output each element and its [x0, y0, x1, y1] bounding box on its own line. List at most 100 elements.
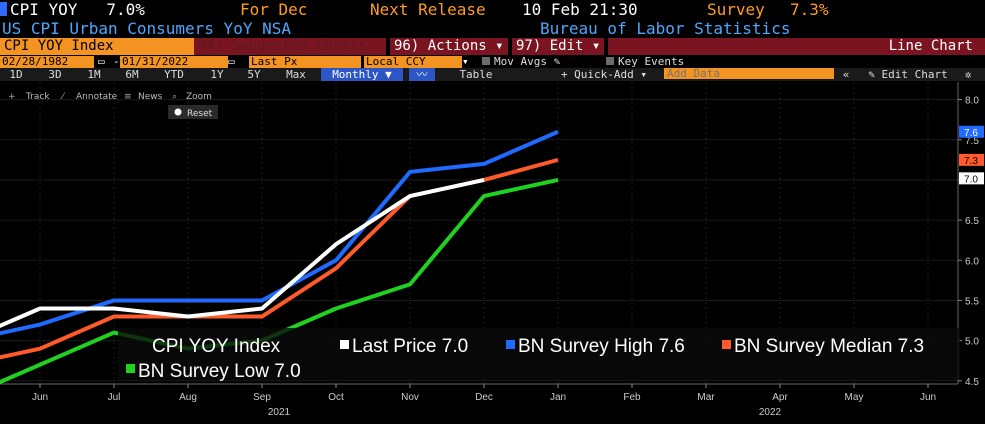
magnifier-icon: ⌕ [172, 92, 177, 102]
periodicity-select[interactable]: Monthly ▼ [321, 68, 403, 81]
last-value-badge [959, 172, 984, 185]
x-tick-label: Nov [401, 392, 419, 403]
x-tick-label: Apr [772, 392, 788, 403]
suggested-charts-label: 94) Suggested Charts [198, 38, 367, 54]
chevron-down-icon: ▾ [591, 38, 601, 54]
calendar-icon[interactable]: ▭ [98, 55, 105, 68]
y-tick-label: 4.5 [965, 377, 979, 388]
legend: CPI YOY Index Last Price 7.0 BN Survey H… [118, 328, 960, 382]
mov-avgs-checkbox[interactable]: Mov Avgs ✎ [482, 56, 560, 68]
quick-add-label: + Quick-Add [560, 68, 634, 81]
legend-item-survey-high[interactable]: BN Survey High 7.6 [506, 336, 685, 357]
currency-value: Local CCY [366, 55, 426, 68]
last-value-label: 7.0 [964, 174, 978, 185]
add-data-input[interactable] [664, 68, 834, 79]
date-separator: - [113, 55, 120, 68]
range-1y[interactable]: 1Y [210, 68, 224, 81]
chart-type-label: Line Chart [888, 38, 973, 54]
key-events-checkbox[interactable]: Key Events [606, 56, 684, 68]
survey-label: Survey [707, 0, 765, 19]
range-1d[interactable]: 1D [9, 68, 23, 81]
description: US CPI Urban Consumers YoY NSA [2, 19, 291, 38]
y-tick-label: 7.5 [965, 136, 979, 147]
gear-icon[interactable]: ✲ [964, 68, 972, 81]
y-tick-label: 6.5 [965, 216, 979, 227]
pencil-icon: ✎ [553, 55, 561, 68]
range-3d[interactable]: 3D [48, 68, 62, 81]
actions-label: 96) Actions [394, 38, 487, 54]
x-tick-label: Feb [623, 392, 641, 403]
chevron-down-icon: ▾ [495, 38, 504, 54]
legend-swatch [722, 340, 731, 349]
reset-button[interactable]: Reset [168, 105, 218, 119]
chart-tools: + Track ⁄ Annotate ≡ News ⌕ Zoom Reset [8, 92, 218, 119]
legend-label: BN Survey Low 7.0 [138, 361, 301, 382]
zoom-tool[interactable]: ⌕ Zoom [172, 92, 212, 102]
table-button[interactable]: Table [459, 68, 493, 81]
quick-add-button[interactable]: + Quick-Add ▾ [560, 68, 648, 81]
mov-avgs-label: Mov Avgs [494, 55, 547, 68]
reset-icon [174, 108, 182, 116]
next-release-value: 10 Feb 21:30 [522, 0, 638, 19]
annotate-tool[interactable]: ⁄ Annotate [60, 92, 118, 102]
range-6m[interactable]: 6M [125, 68, 139, 81]
series-line-last-price [0, 178, 485, 329]
legend-item-survey-median[interactable]: BN Survey Median 7.3 [722, 336, 924, 357]
zoom-label: Zoom [186, 92, 212, 102]
last-value-label: 7.3 [964, 156, 978, 167]
field-select[interactable]: Last Px [249, 56, 361, 68]
crosshair-icon: + [8, 92, 16, 102]
news-icon: ≡ [124, 92, 132, 102]
legend-label: BN Survey High 7.6 [518, 336, 685, 357]
track-tool[interactable]: + Track [8, 92, 50, 102]
x-tick-label: May [845, 392, 864, 403]
field-value: Last Px [251, 55, 298, 68]
suggested-charts-button[interactable]: 94) Suggested Charts [194, 38, 386, 55]
range-toolbar: 1D 3D 1M 6M YTD 1Y 5Y Max Monthly ▼ 〰 Ta… [0, 68, 985, 81]
x-tick-label: Dec [475, 392, 493, 403]
y-axis: 4.5 5.0 5.5 6.0 6.5 7.0 7.5 8.0 [958, 96, 979, 388]
x-tick-label: Oct [328, 392, 344, 403]
range-5y[interactable]: 5Y [247, 68, 261, 81]
start-date-field[interactable]: 02/28/1982 [0, 56, 94, 68]
start-date-value: 02/28/1982 [2, 55, 69, 68]
toolbar: CPI YOY Index 94) Suggested Charts 96) A… [0, 38, 985, 55]
legend-swatch [506, 340, 515, 349]
legend-item-last-price[interactable]: Last Price 7.0 [340, 336, 468, 357]
legend-swatch [340, 340, 349, 349]
reset-bg [168, 105, 218, 119]
actions-button[interactable]: 96) Actions ▾ [390, 38, 508, 55]
legend-label: Last Price 7.0 [352, 336, 468, 357]
end-date-field[interactable]: 01/31/2022 [120, 56, 228, 68]
range-max[interactable]: Max [286, 68, 306, 81]
legend-item-survey-low[interactable]: BN Survey Low 7.0 [126, 361, 301, 382]
legend-label: BN Survey Median 7.3 [734, 336, 924, 357]
x-year-label: 2022 [759, 407, 782, 418]
security-label: CPI YOY Index [4, 38, 114, 54]
range-1m[interactable]: 1M [87, 68, 101, 81]
x-tick-label: Jun [920, 392, 936, 403]
range-ytd[interactable]: YTD [164, 68, 184, 81]
ticker-marker [0, 2, 7, 16]
x-tick-label: Sep [253, 392, 271, 403]
x-tick-label: Mar [697, 392, 715, 403]
end-date-value: 01/31/2022 [122, 55, 189, 68]
line-chart[interactable]: 4.5 5.0 5.5 6.0 6.5 7.0 7.5 8.0 Jun Jul Aug Sep Oct… [0, 82, 985, 424]
edit-button[interactable]: 97) Edit ▾ [512, 38, 604, 55]
x-tick-label: Aug [179, 392, 197, 403]
security-field[interactable]: CPI YOY Index [0, 38, 194, 55]
calendar-icon[interactable]: ▭ [228, 55, 235, 68]
chart-type-button[interactable]: Line Chart [608, 38, 985, 55]
chevron-down-icon[interactable]: ▾ [462, 55, 469, 68]
collapse-icon[interactable]: « [842, 68, 850, 81]
news-tool[interactable]: ≡ News [124, 92, 163, 102]
x-tick-label: Jul [108, 392, 121, 403]
last-value-label: 7.6 [964, 128, 978, 139]
survey-value: 7.3% [790, 0, 829, 19]
ticker-value: 7.0% [106, 0, 145, 19]
x-tick-label: Jan [550, 392, 566, 403]
y-tick-label: 6.0 [965, 256, 979, 267]
chart-view-icon[interactable]: 〰 [409, 68, 435, 81]
currency-select[interactable]: Local CCY [364, 56, 462, 68]
edit-chart-button[interactable]: ✎ Edit Chart [868, 68, 948, 81]
